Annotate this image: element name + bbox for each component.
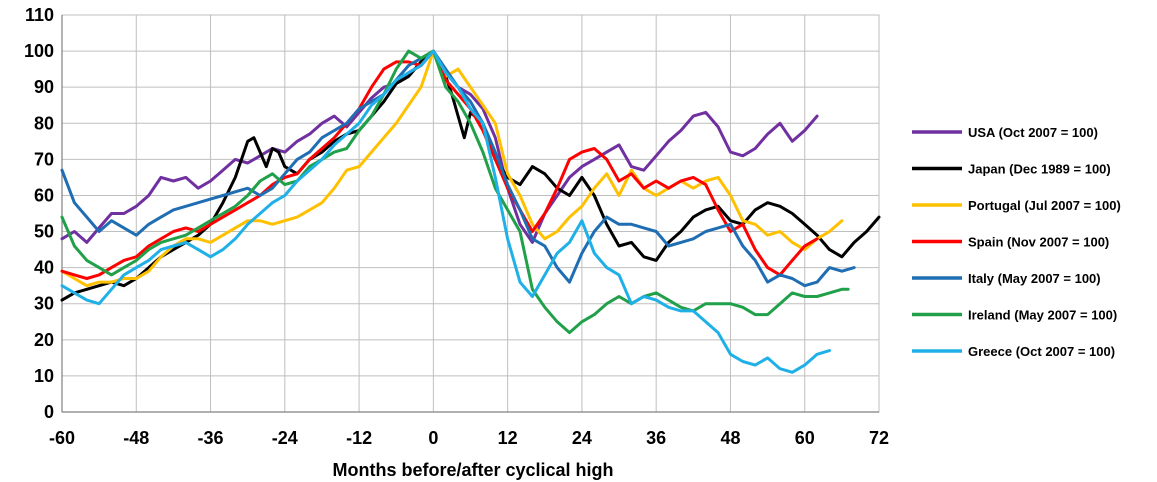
x-tick-label: 60 bbox=[795, 428, 815, 448]
y-tick-label: 0 bbox=[44, 402, 54, 422]
legend-label-japan: Japan (Dec 1989 = 100) bbox=[968, 162, 1111, 177]
plot-area bbox=[61, 14, 880, 413]
x-tick-label: -36 bbox=[198, 428, 224, 448]
y-tick-label: 30 bbox=[34, 294, 54, 314]
y-tick-label: 60 bbox=[34, 185, 54, 205]
y-tick-label: 90 bbox=[34, 77, 54, 97]
legend: USA (Oct 2007 = 100) Japan (Dec 1989 = 10… bbox=[912, 125, 1121, 359]
y-tick-label: 110 bbox=[25, 5, 54, 25]
y-tick-label: 80 bbox=[34, 113, 54, 133]
x-tick-label: 48 bbox=[720, 428, 740, 448]
x-tick-label: -48 bbox=[123, 428, 149, 448]
x-tick-label: 0 bbox=[428, 428, 438, 448]
x-tick-label: 24 bbox=[572, 428, 592, 448]
series-line-usa bbox=[60, 49, 819, 244]
legend-label-greece: Greece (Oct 2007 = 100) bbox=[968, 344, 1115, 359]
legend-label-ireland: Ireland (May 2007 = 100) bbox=[968, 308, 1117, 323]
series-line-portugal bbox=[60, 49, 844, 288]
x-tick-label: 36 bbox=[646, 428, 666, 448]
y-tick-label: 70 bbox=[34, 149, 54, 169]
x-tick-label: 12 bbox=[498, 428, 518, 448]
series-lines bbox=[60, 49, 881, 374]
legend-label-usa: USA (Oct 2007 = 100) bbox=[968, 125, 1098, 140]
series-line-ireland bbox=[60, 49, 850, 335]
legend-label-spain: Spain (Nov 2007 = 100) bbox=[968, 235, 1109, 250]
x-axis-title: Months before/after cyclical high bbox=[332, 460, 613, 480]
y-tick-label: 20 bbox=[34, 330, 54, 350]
y-tick-label: 10 bbox=[34, 366, 54, 386]
x-tick-label: -24 bbox=[272, 428, 298, 448]
y-tick-label: 50 bbox=[34, 222, 54, 242]
series-line-greece bbox=[60, 49, 831, 374]
grid bbox=[61, 14, 880, 413]
y-tick-label: 100 bbox=[24, 41, 54, 61]
legend-label-italy: Italy (May 2007 = 100) bbox=[968, 271, 1101, 286]
y-tick-label: 40 bbox=[34, 258, 54, 278]
x-tick-label: -12 bbox=[346, 428, 372, 448]
axes: 0 10 20 30 40 50 60 70 80 90 100 110 -60 -48 -36 -24 -12… bbox=[24, 5, 889, 448]
legend-label-portugal: Portugal (Jul 2007 = 100) bbox=[968, 198, 1121, 213]
x-tick-label: -60 bbox=[49, 428, 75, 448]
x-tick-label: 72 bbox=[869, 428, 889, 448]
